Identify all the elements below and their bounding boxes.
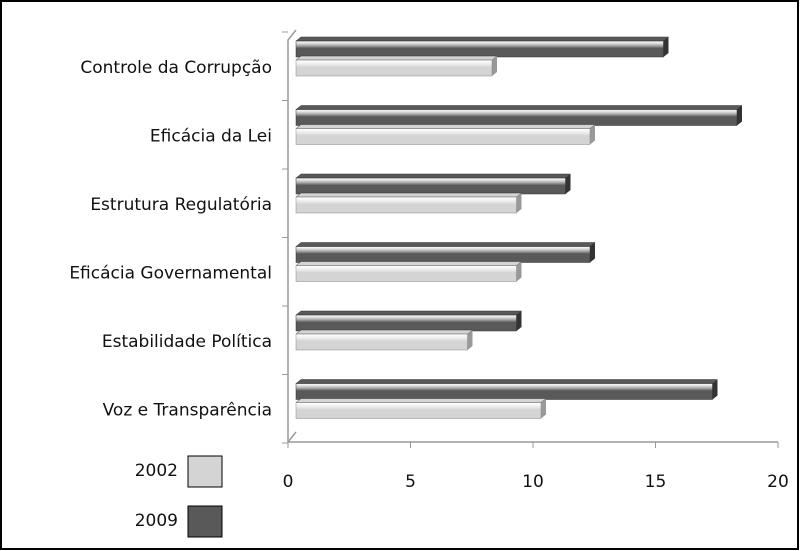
bar-side	[516, 261, 522, 282]
y-tick-label: Estabilidade Política	[102, 332, 272, 352]
bar-top	[295, 310, 523, 316]
y-tick-label: Controle da Corrupção	[80, 58, 272, 78]
y-tick-label: Estrutura Regulatória	[90, 195, 272, 215]
y-tick-label: Voz e Transparência	[103, 401, 272, 421]
x-tick-label: 0	[283, 472, 294, 492]
x-tick-label: 5	[405, 472, 416, 492]
bar-top	[295, 192, 523, 198]
bar-top	[295, 36, 670, 42]
bar-top	[295, 379, 719, 384]
bar-top	[295, 124, 596, 129]
bar-side	[712, 379, 718, 400]
x-tick-label: 10	[522, 472, 544, 492]
bar-side	[492, 56, 497, 76]
bar	[295, 314, 517, 332]
bar	[295, 196, 517, 214]
bar-side	[467, 330, 473, 350]
x-tick-label: 15	[645, 472, 667, 492]
axis-floor	[287, 431, 297, 443]
bar-top	[295, 105, 743, 110]
bar-side	[516, 311, 522, 331]
bar-side	[737, 105, 742, 126]
bar	[295, 265, 517, 282]
bar	[295, 333, 468, 351]
bar	[295, 402, 542, 419]
bar	[295, 246, 591, 263]
bar	[295, 128, 591, 145]
bar-top	[295, 242, 596, 247]
bar-side	[541, 398, 546, 419]
bar	[295, 40, 664, 58]
axis-wall	[287, 29, 297, 442]
bar	[295, 177, 566, 195]
x-tick-label: 20	[767, 472, 789, 492]
legend-swatch	[187, 455, 223, 488]
bar-side	[663, 37, 669, 57]
y-tick-label: Eficácia Governamental	[69, 264, 272, 284]
legend-label: 2002	[135, 461, 178, 481]
y-tick-label: Eficácia da Lei	[150, 127, 272, 147]
bar-top	[295, 173, 572, 179]
bar-side	[565, 174, 571, 194]
legend-label: 2009	[135, 511, 178, 531]
bar-top	[295, 329, 474, 335]
bar-top	[295, 261, 523, 266]
bar	[295, 383, 713, 400]
bar-side	[590, 124, 595, 145]
bar	[295, 59, 493, 77]
bar	[295, 109, 738, 126]
bar-top	[295, 398, 547, 403]
bar-side	[516, 193, 522, 213]
bar-side	[590, 242, 595, 263]
bar-top	[295, 55, 498, 61]
legend-swatch	[187, 505, 223, 538]
